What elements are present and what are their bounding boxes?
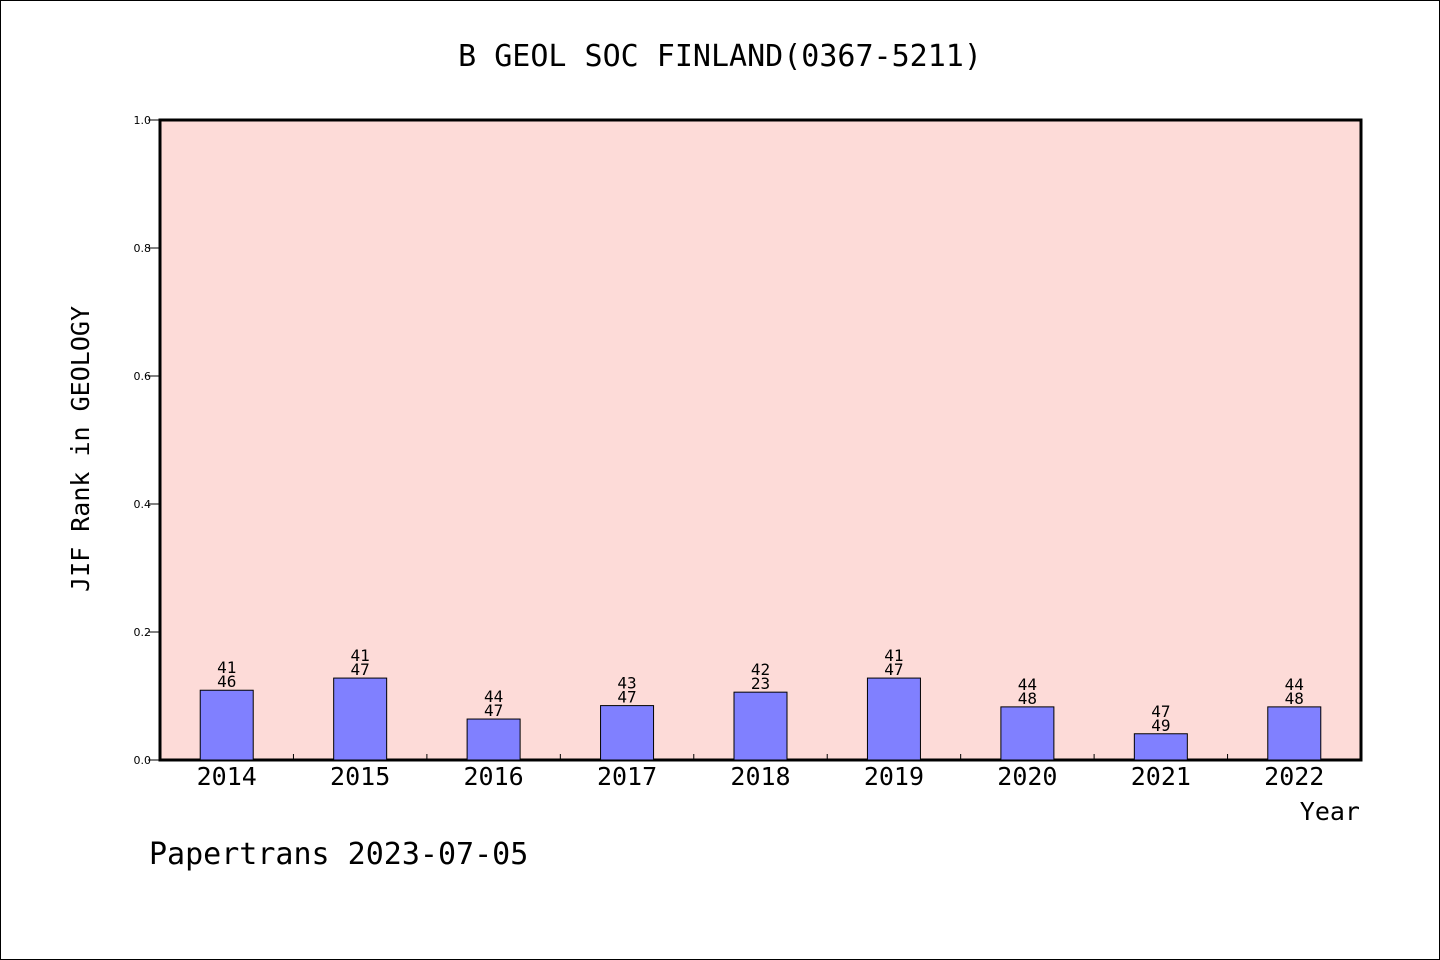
x-tick-label: 2020 bbox=[997, 762, 1057, 791]
bar bbox=[1133, 733, 1188, 761]
bar bbox=[1267, 706, 1322, 761]
x-tick-label: 2022 bbox=[1264, 762, 1324, 791]
bar-label-bottom: 48 bbox=[1285, 689, 1304, 708]
bar-label-bottom: 47 bbox=[617, 688, 636, 707]
bar-label-top: 44 bbox=[484, 687, 503, 706]
bar bbox=[733, 691, 788, 761]
y-tick-label: 0.4 bbox=[134, 498, 152, 511]
x-tick-label: 2015 bbox=[330, 762, 390, 791]
chart-title: B GEOL SOC FINLAND(0367-5211) bbox=[458, 39, 982, 74]
y-tick-label: 0.6 bbox=[134, 370, 152, 383]
bar bbox=[866, 677, 921, 761]
y-tick-label: 1.0 bbox=[134, 114, 152, 127]
x-tick-label: 2017 bbox=[597, 762, 657, 791]
bar-label-top: 41 bbox=[884, 646, 903, 665]
x-axis-label: Year bbox=[1300, 797, 1360, 826]
bar-label-bottom: 47 bbox=[351, 660, 370, 679]
footer-credit: Papertrans 2023-07-05 bbox=[149, 837, 528, 872]
bar-label-top: 41 bbox=[217, 658, 236, 677]
y-axis-label: JIF Rank in GEOLOGY bbox=[66, 306, 95, 592]
x-tick-label: 2016 bbox=[464, 762, 524, 791]
bar bbox=[199, 689, 254, 761]
bar bbox=[1000, 706, 1055, 761]
y-tick-label: 0.0 bbox=[134, 754, 152, 767]
bar bbox=[600, 705, 655, 761]
bar bbox=[333, 677, 388, 761]
bar-label-top: 44 bbox=[1018, 675, 1037, 694]
x-tick-label: 2021 bbox=[1131, 762, 1191, 791]
bar-label-bottom: 46 bbox=[217, 672, 236, 691]
bar-label-top: 41 bbox=[351, 646, 370, 665]
bar-label-bottom: 49 bbox=[1151, 716, 1170, 735]
bar-label-top: 44 bbox=[1285, 675, 1304, 694]
bar-label-bottom: 23 bbox=[751, 674, 770, 693]
x-tick-label: 2018 bbox=[730, 762, 790, 791]
x-tick-label: 2019 bbox=[864, 762, 924, 791]
bar-label-top: 43 bbox=[617, 674, 636, 693]
bar-label-top: 47 bbox=[1151, 702, 1170, 721]
bar-label-top: 42 bbox=[751, 660, 770, 679]
plot-area bbox=[158, 118, 1363, 762]
bar-label-bottom: 48 bbox=[1018, 689, 1037, 708]
y-tick-label: 0.2 bbox=[134, 626, 152, 639]
y-tick-label: 0.8 bbox=[134, 242, 152, 255]
bar bbox=[466, 718, 521, 761]
bar-label-bottom: 47 bbox=[884, 660, 903, 679]
x-tick-label: 2014 bbox=[197, 762, 257, 791]
bar-label-bottom: 47 bbox=[484, 701, 503, 720]
